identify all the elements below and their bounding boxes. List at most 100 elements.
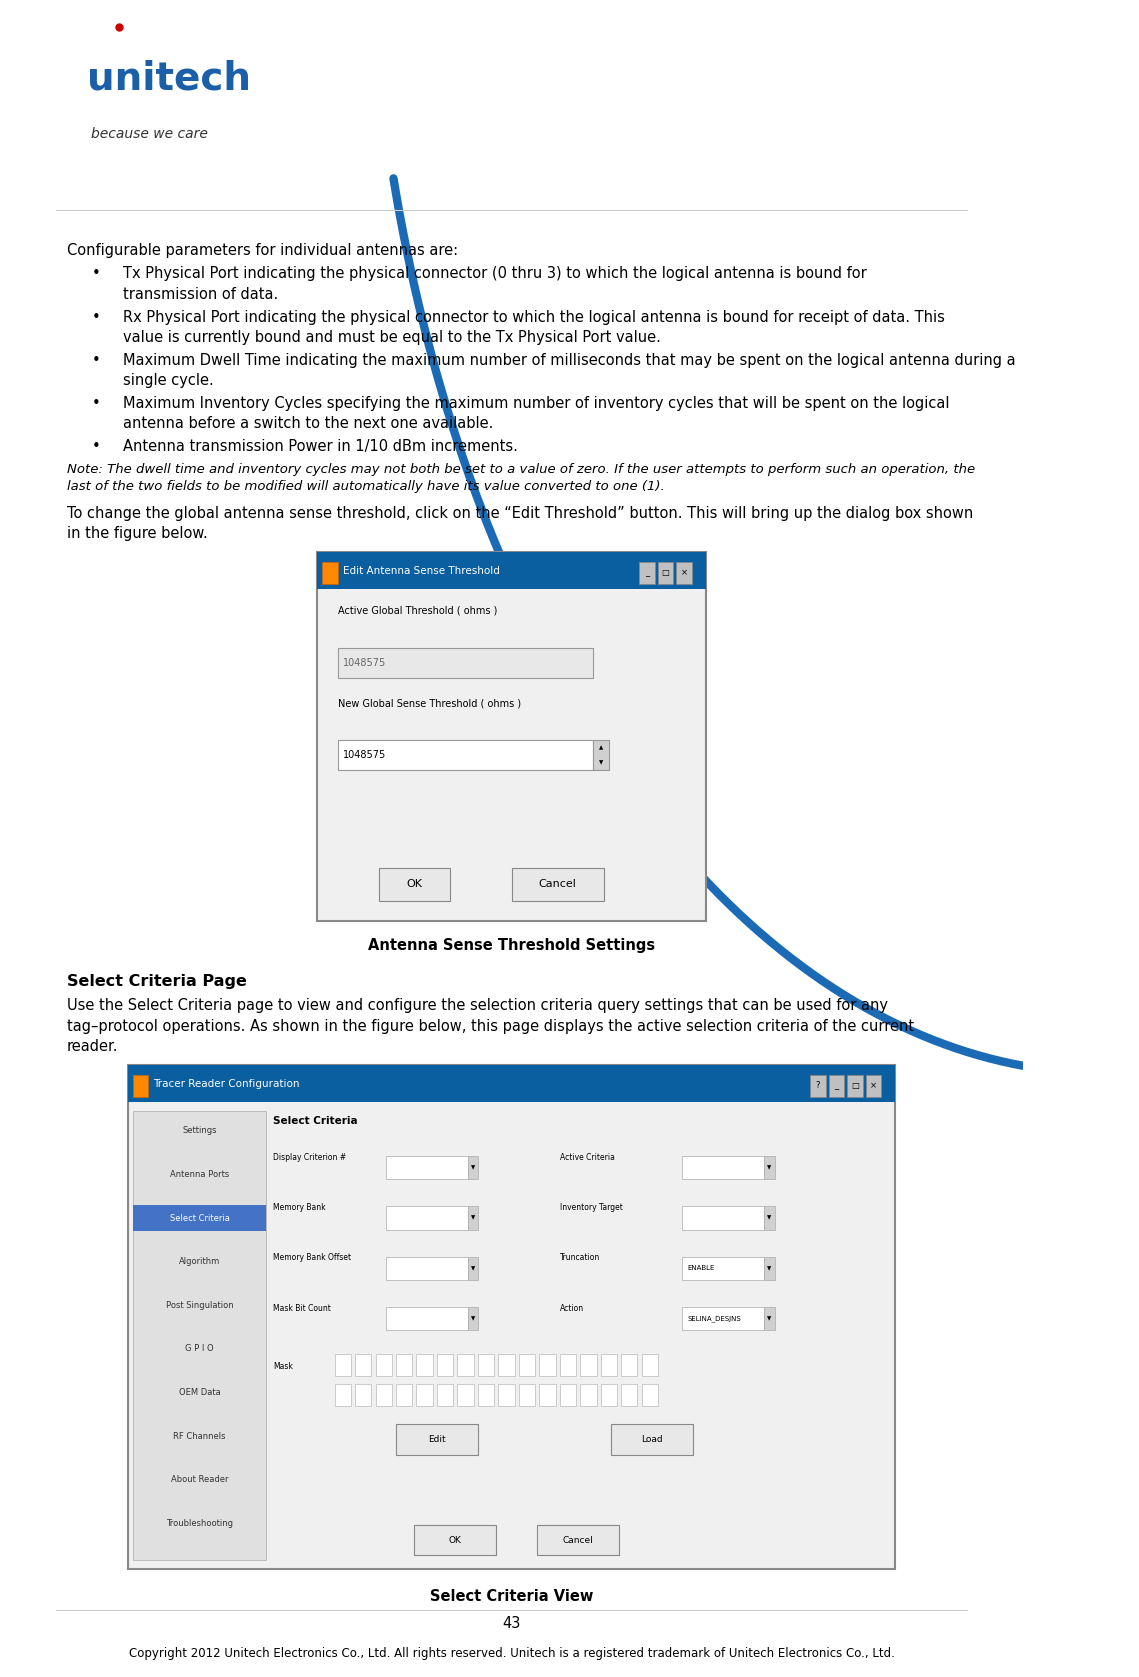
Text: Tracer Reader Configuration: Tracer Reader Configuration xyxy=(154,1078,300,1088)
Text: ENABLE: ENABLE xyxy=(688,1266,715,1271)
FancyBboxPatch shape xyxy=(682,1206,764,1229)
FancyBboxPatch shape xyxy=(317,552,706,921)
FancyBboxPatch shape xyxy=(764,1206,775,1229)
FancyBboxPatch shape xyxy=(378,867,450,901)
Text: Load: Load xyxy=(641,1436,663,1444)
FancyBboxPatch shape xyxy=(437,1384,453,1405)
Text: ×: × xyxy=(680,569,688,577)
FancyBboxPatch shape xyxy=(337,647,593,678)
Text: _: _ xyxy=(645,569,649,577)
FancyBboxPatch shape xyxy=(478,1353,494,1375)
FancyBboxPatch shape xyxy=(396,1424,478,1454)
FancyBboxPatch shape xyxy=(468,1306,478,1330)
FancyBboxPatch shape xyxy=(322,562,337,584)
Text: •: • xyxy=(92,439,101,453)
Text: ▼: ▼ xyxy=(470,1166,475,1171)
FancyBboxPatch shape xyxy=(458,1384,474,1405)
FancyBboxPatch shape xyxy=(682,1306,764,1330)
Text: Display Criterion #: Display Criterion # xyxy=(273,1152,346,1162)
FancyBboxPatch shape xyxy=(417,1384,433,1405)
FancyBboxPatch shape xyxy=(478,1384,494,1405)
FancyBboxPatch shape xyxy=(539,1353,556,1375)
FancyBboxPatch shape xyxy=(580,1384,597,1405)
Text: OK: OK xyxy=(407,879,423,889)
Text: •: • xyxy=(92,352,101,367)
Text: Rx Physical Port indicating the physical connector to which the logical antenna : Rx Physical Port indicating the physical… xyxy=(123,310,944,325)
Text: □: □ xyxy=(662,569,670,577)
FancyBboxPatch shape xyxy=(337,740,593,770)
FancyBboxPatch shape xyxy=(317,552,706,589)
Text: because we care: because we care xyxy=(91,127,208,141)
FancyBboxPatch shape xyxy=(355,1384,371,1405)
FancyBboxPatch shape xyxy=(415,1524,497,1555)
Text: Cancel: Cancel xyxy=(563,1536,593,1545)
FancyBboxPatch shape xyxy=(810,1075,826,1097)
Text: Maximum Inventory Cycles specifying the maximum number of inventory cycles that : Maximum Inventory Cycles specifying the … xyxy=(123,396,949,411)
FancyBboxPatch shape xyxy=(593,740,608,770)
FancyBboxPatch shape xyxy=(133,1204,267,1231)
Text: 1048575: 1048575 xyxy=(343,657,386,667)
Text: Troubleshooting: Troubleshooting xyxy=(166,1519,233,1528)
FancyBboxPatch shape xyxy=(847,1075,862,1097)
FancyBboxPatch shape xyxy=(764,1256,775,1280)
Text: Antenna Ports: Antenna Ports xyxy=(170,1171,229,1179)
Text: •: • xyxy=(92,267,101,282)
Text: ▼: ▼ xyxy=(768,1316,771,1321)
FancyBboxPatch shape xyxy=(829,1075,844,1097)
FancyBboxPatch shape xyxy=(376,1384,392,1405)
Text: ▼: ▼ xyxy=(768,1266,771,1271)
FancyBboxPatch shape xyxy=(376,1353,392,1375)
Text: antenna before a switch to the next one available.: antenna before a switch to the next one … xyxy=(123,416,493,431)
Text: last of the two fields to be modified will automatically have its value converte: last of the two fields to be modified wi… xyxy=(66,480,664,493)
FancyBboxPatch shape xyxy=(386,1256,468,1280)
Text: unitech: unitech xyxy=(87,59,251,97)
Text: OK: OK xyxy=(449,1536,461,1545)
Text: OEM Data: OEM Data xyxy=(179,1389,220,1397)
FancyBboxPatch shape xyxy=(498,1384,515,1405)
FancyBboxPatch shape xyxy=(641,1353,658,1375)
Text: Post Singulation: Post Singulation xyxy=(165,1301,233,1310)
FancyBboxPatch shape xyxy=(611,1424,693,1454)
Text: Select Criteria: Select Criteria xyxy=(273,1115,358,1125)
Text: Algorithm: Algorithm xyxy=(179,1258,220,1266)
Text: ▼: ▼ xyxy=(470,1316,475,1321)
Text: transmission of data.: transmission of data. xyxy=(123,287,278,302)
Text: Action: Action xyxy=(559,1303,584,1313)
FancyBboxPatch shape xyxy=(468,1256,478,1280)
Text: SELINA_DESJNS: SELINA_DESJNS xyxy=(688,1315,741,1321)
FancyBboxPatch shape xyxy=(386,1206,468,1229)
FancyBboxPatch shape xyxy=(133,1075,148,1097)
FancyBboxPatch shape xyxy=(396,1384,412,1405)
FancyBboxPatch shape xyxy=(559,1384,576,1405)
Text: Active Global Threshold ( ohms ): Active Global Threshold ( ohms ) xyxy=(337,605,497,615)
FancyBboxPatch shape xyxy=(600,1353,617,1375)
FancyBboxPatch shape xyxy=(396,1353,412,1375)
Text: New Global Sense Threshold ( ohms ): New Global Sense Threshold ( ohms ) xyxy=(337,698,521,708)
FancyBboxPatch shape xyxy=(621,1353,638,1375)
Text: •: • xyxy=(92,310,101,325)
FancyBboxPatch shape xyxy=(682,1256,764,1280)
FancyBboxPatch shape xyxy=(580,1353,597,1375)
FancyBboxPatch shape xyxy=(764,1306,775,1330)
Text: Active Criteria: Active Criteria xyxy=(559,1152,615,1162)
FancyBboxPatch shape xyxy=(335,1353,351,1375)
Text: 43: 43 xyxy=(502,1617,521,1630)
Text: About Reader: About Reader xyxy=(171,1476,228,1484)
Text: ?: ? xyxy=(816,1082,820,1090)
FancyBboxPatch shape xyxy=(518,1384,535,1405)
FancyBboxPatch shape xyxy=(559,1353,576,1375)
FancyBboxPatch shape xyxy=(355,1353,371,1375)
Text: ▼: ▼ xyxy=(768,1216,771,1221)
FancyBboxPatch shape xyxy=(386,1306,468,1330)
Text: ▲: ▲ xyxy=(599,745,604,750)
Text: Memory Bank: Memory Bank xyxy=(273,1202,326,1212)
FancyBboxPatch shape xyxy=(468,1206,478,1229)
Text: Tx Physical Port indicating the physical connector (0 thru 3) to which the logic: Tx Physical Port indicating the physical… xyxy=(123,267,867,282)
Text: ▼: ▼ xyxy=(470,1266,475,1271)
FancyBboxPatch shape xyxy=(335,1384,351,1405)
Text: Cancel: Cancel xyxy=(539,879,576,889)
Text: ×: × xyxy=(870,1082,877,1090)
Text: in the figure below.: in the figure below. xyxy=(66,527,207,542)
Text: Copyright 2012 Unitech Electronics Co., Ltd. All rights reserved. Unitech is a r: Copyright 2012 Unitech Electronics Co., … xyxy=(129,1647,894,1660)
Text: RF Channels: RF Channels xyxy=(173,1432,226,1441)
